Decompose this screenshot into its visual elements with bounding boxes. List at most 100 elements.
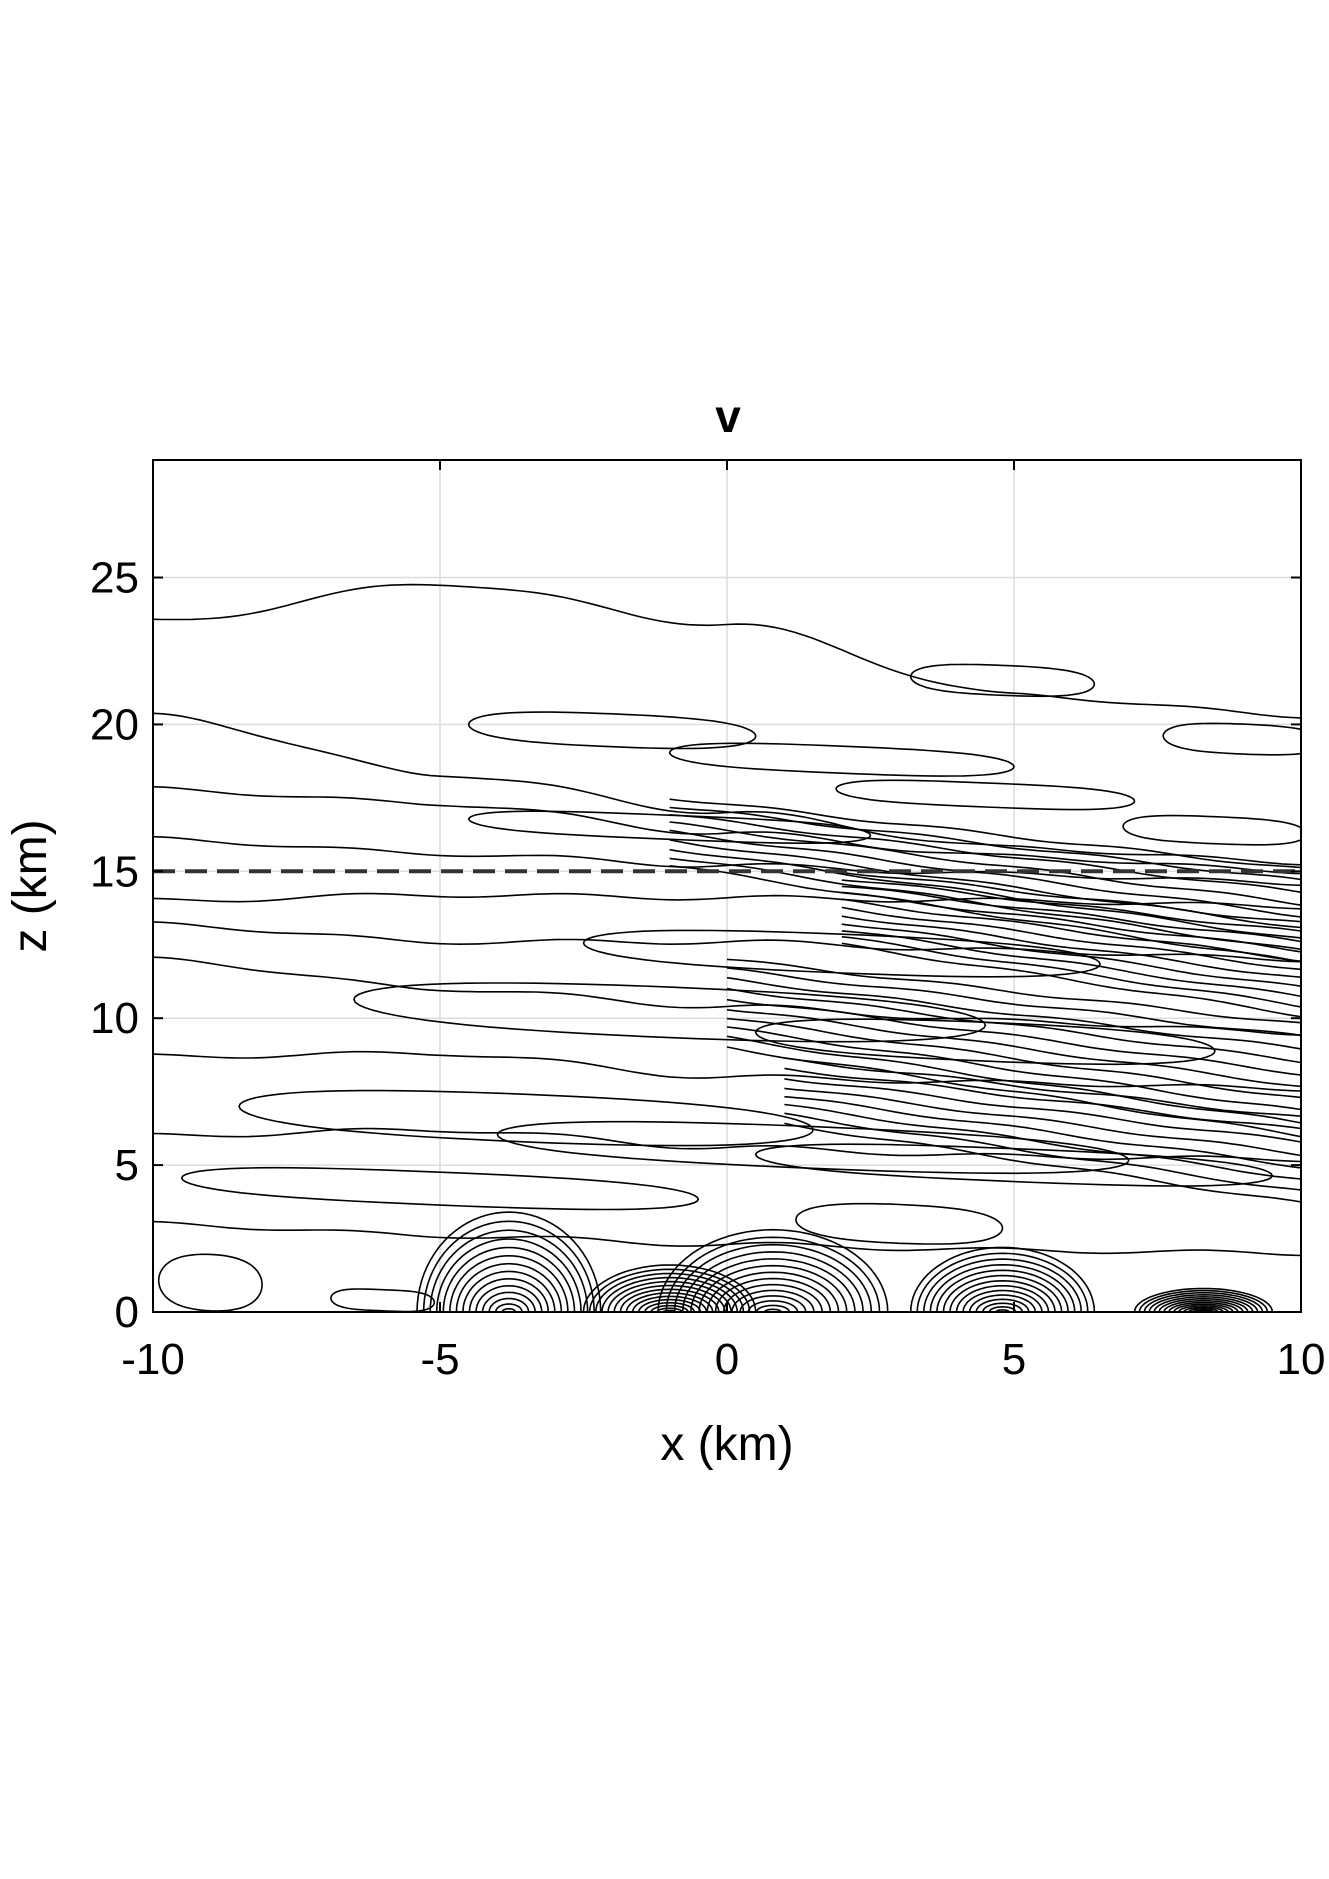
contour-bundle-3-0 [784,1057,1301,1117]
contour-closed-9 [754,1018,1216,1066]
contour-surface-3-10 [936,1269,1069,1312]
contour-surface-0-2 [495,1303,523,1312]
y-tick-label-1: 5 [115,1141,139,1190]
y-tick-label-4: 20 [90,700,139,749]
contour-surface-3-6 [962,1289,1043,1312]
contour-bundle-1-8 [841,930,1301,998]
contour-surface-3-8 [949,1279,1056,1312]
x-tick-label-2: 0 [715,1335,739,1384]
contour-surface-4-3 [1187,1308,1219,1312]
contour-surface-2-8 [706,1271,840,1312]
x-tick-label-4: 10 [1277,1335,1326,1384]
contour-bundle-3-7 [784,1122,1301,1203]
x-axis-label: x (km) [660,1418,793,1471]
y-tick-label-5: 25 [90,554,139,603]
contour-surface-0-3 [488,1297,530,1312]
contour-bundle-3-1 [784,1067,1301,1130]
contour-surface-2-12 [673,1243,873,1312]
contour-band-6 [153,956,1301,1036]
x-tick-label-3: 5 [1002,1335,1026,1384]
contour-band-4 [153,892,1301,910]
contour-surface-0-9 [449,1254,569,1312]
contour-surface-3-1 [995,1309,1010,1312]
contour-surface-2-4 [739,1295,807,1312]
y-axis-label: z (km) [4,819,57,952]
contour-bundle-1-2 [841,885,1301,943]
contour-lines [153,583,1301,1312]
contour-surface-0-10 [442,1246,576,1312]
contour-surface-2-11 [681,1251,864,1312]
contour-closed-12 [754,1143,1274,1187]
contour-band-7 [153,1050,1301,1092]
contour-surface-4-9 [1158,1298,1249,1312]
contour-surface-1-8 [619,1288,720,1312]
contour-surface-2-7 [714,1277,832,1312]
contour-surface-0-8 [455,1262,563,1312]
contour-closed-8 [353,982,987,1043]
contour-surface-4-7 [1168,1301,1239,1312]
contour-closed-11 [496,1120,1130,1175]
contour-surface-1-5 [638,1298,702,1312]
contour-bundle-3-4 [784,1095,1301,1169]
contour-bundle-2-4 [726,998,1301,1076]
plot-area [152,459,1302,1313]
contour-surface-3-5 [968,1294,1037,1312]
contour-bundle-2-6 [726,1017,1301,1099]
contour-surface-0-1 [501,1308,517,1312]
contour-surface-1-6 [631,1295,708,1312]
contour-closed-1 [909,663,1096,698]
contour-surface-0-5 [475,1284,543,1312]
contour-closed-15 [157,1253,263,1312]
contour-surface-1-9 [613,1284,726,1312]
contour-surface-1-12 [595,1272,745,1312]
contour-surface-3-4 [975,1298,1030,1312]
contour-bundle-3-2 [784,1078,1301,1143]
contour-bundle-3-5 [784,1103,1301,1180]
contour-surface-4-4 [1182,1306,1224,1312]
contour-bundle-2-0 [726,958,1301,1024]
y-tick-labels: 0 5 10 15 20 25 [90,554,139,1337]
contour-closed-6 [467,810,872,844]
contour-surface-4-11 [1148,1293,1259,1312]
contour-bundle-2-8 [726,1035,1301,1124]
contour-surface-0-13 [422,1220,595,1312]
contour-surface-3-11 [929,1263,1076,1312]
contour-surface-1-3 [650,1304,689,1312]
contour-bundle-1-4 [841,898,1301,962]
x-tick-label-1: -5 [420,1335,459,1384]
contour-bundle-0-6 [669,848,1301,939]
contour-bundle-1-1 [841,879,1301,932]
contour-bundle-0-8 [669,865,1301,963]
contour-bundle-3-3 [784,1087,1301,1157]
contour-surface-2-6 [722,1283,823,1312]
contour-bundle-0-0 [669,798,1301,869]
contour-band-2 [153,786,1301,875]
contour-surface-1-14 [582,1264,757,1312]
contour-bundle-1-7 [841,923,1301,987]
contour-surface-4-10 [1153,1295,1254,1312]
contour-surface-4-13 [1138,1289,1269,1312]
contour-surface-2-3 [747,1300,799,1312]
contour-closed-0 [467,711,757,750]
contour-bundle-2-2 [726,976,1301,1050]
contour-surface-0-12 [429,1229,589,1312]
y-tick-label-3: 15 [90,847,139,896]
contour-surface-4-8 [1163,1299,1244,1312]
contour-bundle-1-3 [841,891,1301,953]
contour-bundle-2-7 [726,1026,1301,1111]
contour-bundle-1-9 [841,936,1301,1008]
contour-surface-2-5 [731,1289,815,1312]
axis-ticks [152,460,1302,1313]
contour-closed-2 [1162,722,1301,756]
contour-surface-3-7 [955,1285,1050,1312]
contour-surface-4-14 [1133,1287,1274,1312]
contour-surface-0-7 [462,1270,556,1312]
contour-surface-2-9 [698,1264,848,1312]
contour-surface-2-2 [755,1304,791,1312]
contour-surface-4-12 [1143,1292,1264,1312]
contour-surface-3-14 [909,1246,1096,1312]
contour-surface-4-5 [1178,1304,1229,1312]
contour-closed-5 [1122,814,1301,846]
contour-closed-4 [835,779,1136,811]
contour-bundle-2-3 [726,987,1301,1064]
